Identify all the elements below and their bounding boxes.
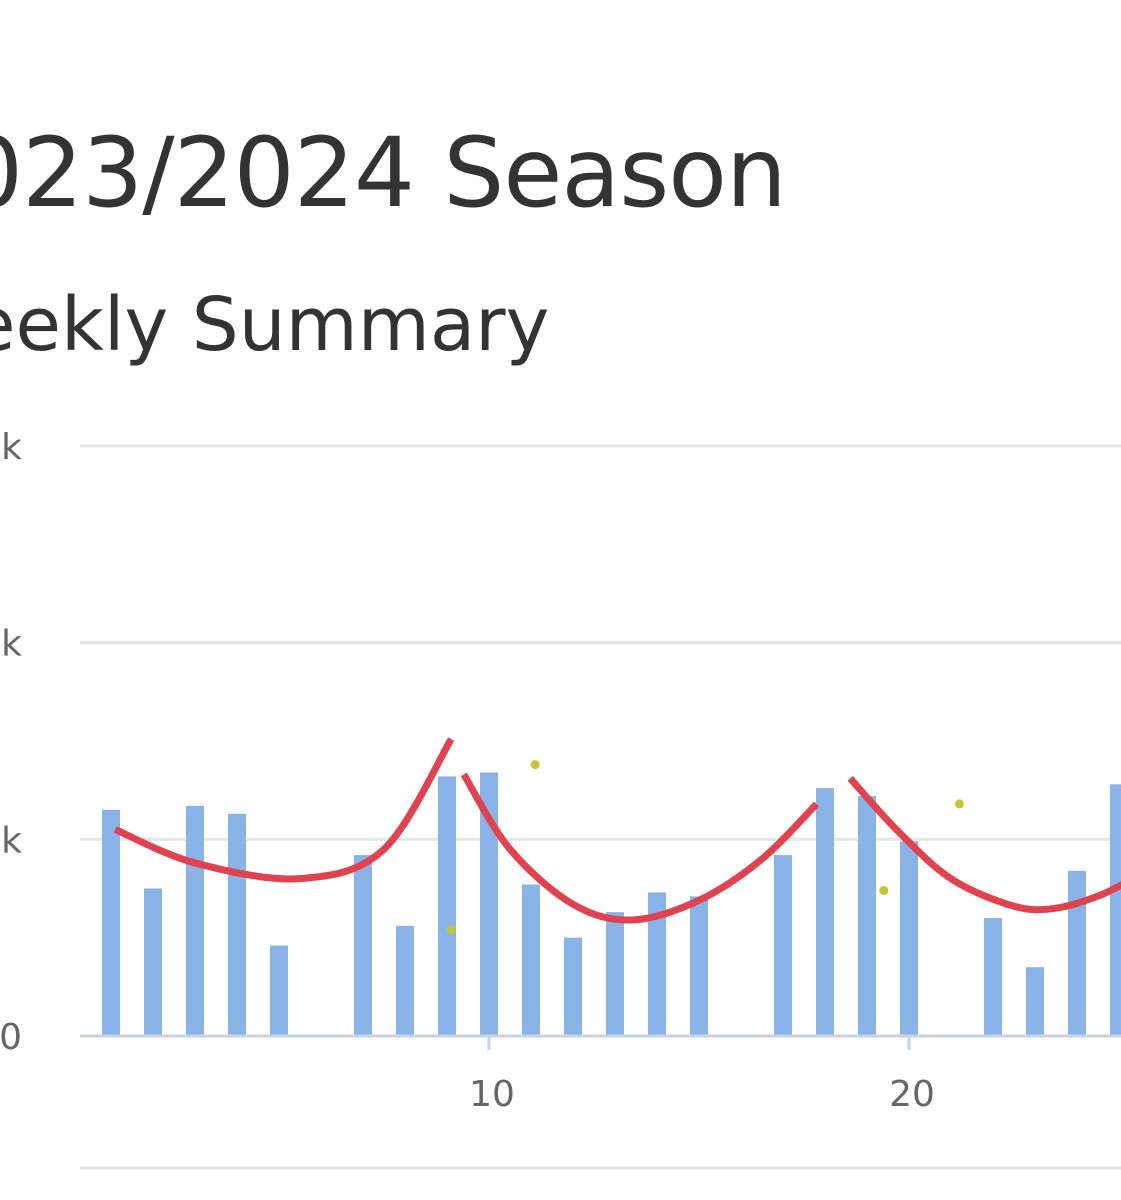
trend-line-layer bbox=[113, 737, 1121, 924]
bar bbox=[690, 896, 708, 1036]
bar bbox=[270, 945, 288, 1036]
bar bbox=[438, 776, 456, 1036]
grid-layer bbox=[80, 444, 1121, 841]
trend-curve bbox=[460, 772, 820, 924]
bar-layer bbox=[102, 772, 1121, 1036]
bar bbox=[522, 884, 540, 1036]
bar bbox=[354, 855, 372, 1036]
tick-label-layer: 0 k k k 10 20 bbox=[0, 427, 935, 1115]
bar bbox=[816, 788, 834, 1036]
scatter-point bbox=[530, 760, 540, 770]
bar bbox=[186, 805, 204, 1036]
bar bbox=[396, 925, 414, 1036]
scatter-point bbox=[954, 799, 964, 809]
bar bbox=[1068, 870, 1086, 1036]
y-tick-label: k bbox=[1, 427, 22, 468]
dot-layer bbox=[446, 760, 964, 935]
bar bbox=[900, 841, 918, 1036]
bar bbox=[564, 937, 582, 1036]
bar bbox=[144, 888, 162, 1036]
page-subtitle: eekly Summary bbox=[0, 282, 550, 368]
x-tick-label: 10 bbox=[469, 1074, 515, 1115]
y-tick-label: 0 bbox=[0, 1017, 22, 1058]
axis-layer bbox=[80, 1034, 1121, 1170]
bar bbox=[648, 892, 666, 1036]
y-tick-label: k bbox=[1, 820, 22, 861]
y-tick-label: k bbox=[1, 624, 22, 665]
bar bbox=[858, 796, 876, 1036]
bar bbox=[1026, 967, 1044, 1036]
page-title: 023/2024 Season bbox=[0, 117, 787, 229]
scatter-point bbox=[879, 885, 889, 895]
bar bbox=[480, 772, 498, 1036]
bar bbox=[1110, 784, 1121, 1036]
bar bbox=[102, 809, 120, 1036]
bar bbox=[984, 918, 1002, 1036]
bar bbox=[774, 855, 792, 1036]
bar bbox=[606, 912, 624, 1036]
bar bbox=[228, 813, 246, 1036]
trend-curve bbox=[847, 776, 1121, 914]
trend-curve bbox=[113, 737, 455, 883]
scatter-point bbox=[446, 925, 456, 935]
x-tick-label: 20 bbox=[889, 1074, 935, 1115]
